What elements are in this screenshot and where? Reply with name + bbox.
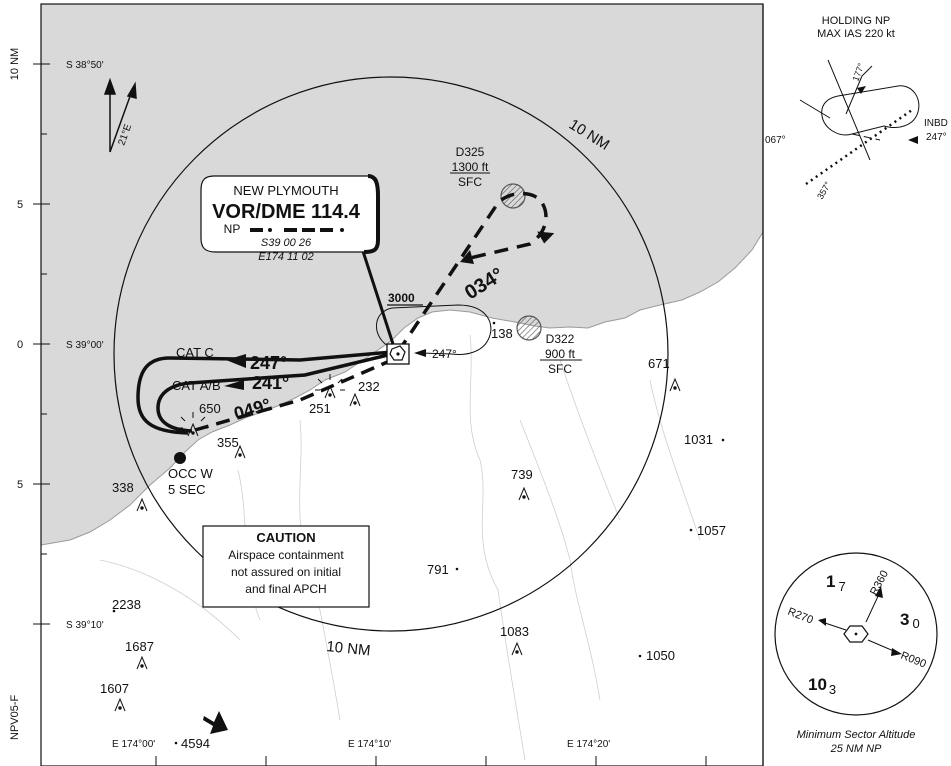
d322-upper: 900 ft bbox=[545, 347, 576, 361]
holding-diagram bbox=[799, 59, 920, 186]
vor-symbol bbox=[386, 343, 410, 365]
scale-label-5-north: 5 bbox=[17, 199, 23, 211]
lighted-obstacle-251 bbox=[315, 374, 345, 399]
spot-heights bbox=[112, 321, 725, 745]
holding-inbound-track: 247° bbox=[432, 347, 457, 361]
obstacle-symbols bbox=[114, 377, 681, 712]
vor-lon: E174 11 02 bbox=[258, 251, 313, 263]
lat-label-3900: S 39°00' bbox=[66, 340, 104, 351]
morse-code bbox=[250, 228, 344, 232]
elev-650: 650 bbox=[199, 401, 221, 416]
holding-inbd-track: 247° bbox=[926, 132, 947, 143]
scale-label-10nm: 10 NM bbox=[9, 48, 21, 80]
elev-1607: 1607 bbox=[100, 681, 129, 696]
d322-lower: SFC bbox=[548, 362, 572, 376]
holding-radial-177: 177° bbox=[850, 61, 866, 82]
caution-line-1: Airspace containment bbox=[228, 548, 344, 562]
elev-1031: 1031 bbox=[684, 432, 713, 447]
msa-alt-s: 10 3 bbox=[808, 675, 836, 697]
approach-tracks bbox=[136, 350, 393, 435]
holding-title: HOLDING NP bbox=[822, 15, 890, 27]
lon-label-17420: E 174°20' bbox=[567, 739, 610, 750]
north-arrow bbox=[103, 77, 137, 153]
vor-ident: NP bbox=[224, 222, 241, 236]
elev-4594: 4594 bbox=[181, 736, 210, 751]
lat-label-3910: S 39°10' bbox=[66, 620, 104, 631]
elev-1050: 1050 bbox=[646, 648, 675, 663]
elev-791: 791 bbox=[427, 562, 449, 577]
scale-label-5-south: 5 bbox=[17, 479, 23, 491]
d322-area bbox=[516, 315, 542, 341]
cat-c-track: 247° bbox=[250, 353, 287, 373]
caution-line-2: not assured on initial bbox=[231, 565, 341, 579]
vor-lat: S39 00 26 bbox=[261, 237, 312, 249]
elev-355: 355 bbox=[217, 435, 239, 450]
elev-671: 671 bbox=[648, 356, 670, 371]
d325-lower: SFC bbox=[458, 175, 482, 189]
holding-radial-357: 357° bbox=[815, 180, 833, 201]
vor-type-freq: VOR/DME 114.4 bbox=[212, 201, 361, 223]
distance-scale bbox=[33, 63, 50, 625]
elev-2238: 2238 bbox=[112, 597, 141, 612]
elev-251: 251 bbox=[309, 401, 331, 416]
caution-line-3: and final APCH bbox=[245, 582, 326, 596]
lon-label-17400: E 174°00' bbox=[112, 739, 155, 750]
holding-speed: MAX IAS 220 kt bbox=[817, 28, 895, 40]
holding-altitude: 3000 bbox=[388, 291, 415, 305]
elev-739: 739 bbox=[511, 467, 533, 482]
scale-label-0: 0 bbox=[17, 339, 23, 351]
cat-ab-label: CAT A/B bbox=[172, 378, 221, 393]
light-period: 5 SEC bbox=[168, 482, 206, 497]
elev-338: 338 bbox=[112, 480, 134, 495]
lat-label-3850: S 38°50' bbox=[66, 60, 104, 71]
range-label-south: 10 NM bbox=[326, 638, 372, 660]
occ-light-symbol bbox=[174, 452, 186, 464]
chart-id: NPV05-F bbox=[9, 694, 21, 740]
holding-pattern bbox=[376, 304, 492, 355]
msa-caption-2: 25 NM NP bbox=[830, 743, 882, 755]
lon-label-17410: E 174°10' bbox=[348, 739, 391, 750]
elev-232: 232 bbox=[358, 379, 380, 394]
vor-name: NEW PLYMOUTH bbox=[233, 183, 338, 198]
range-circle-10nm bbox=[113, 76, 669, 632]
land-area bbox=[41, 4, 763, 546]
light-name: OCC W bbox=[168, 466, 214, 481]
cat-c-label: CAT C bbox=[176, 345, 214, 360]
elev-138: 138 bbox=[491, 326, 513, 341]
lighted-obstacle-650 bbox=[178, 412, 208, 437]
d325-id: D325 bbox=[456, 145, 485, 159]
caution-box bbox=[202, 525, 370, 608]
elev-1687: 1687 bbox=[125, 639, 154, 654]
elev-1083: 1083 bbox=[500, 624, 529, 639]
holding-radial-067: 067° bbox=[765, 135, 786, 146]
d322-id: D322 bbox=[546, 332, 575, 346]
outbound-track-line bbox=[396, 191, 548, 353]
elev-1057: 1057 bbox=[697, 523, 726, 538]
msa-caption-1: Minimum Sector Altitude bbox=[797, 729, 916, 741]
holding-inbd-label: INBD bbox=[924, 118, 948, 129]
cat-ab-track: 241° bbox=[252, 373, 289, 393]
direction-arrow bbox=[203, 711, 228, 734]
caution-title: CAUTION bbox=[256, 530, 315, 545]
d325-upper: 1300 ft bbox=[452, 160, 489, 174]
